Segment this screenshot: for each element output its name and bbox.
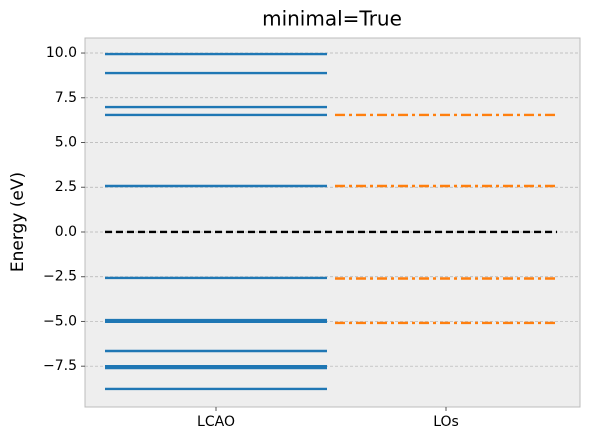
y-tick-label: 2.5 — [55, 179, 77, 195]
y-tick-label: 0.0 — [55, 224, 77, 240]
y-tick-label: 7.5 — [55, 90, 77, 106]
chart-title: minimal=True — [262, 7, 402, 31]
y-tick-label: −5.0 — [43, 313, 77, 329]
y-axis-label: Energy (eV) — [8, 172, 28, 272]
y-tick-label: 10.0 — [46, 45, 77, 61]
x-tick-label: LCAO — [197, 414, 235, 430]
x-tick-label: LOs — [433, 414, 459, 430]
plot-area — [84, 37, 581, 408]
y-tick-label: −7.5 — [43, 358, 77, 374]
y-tick-label: −2.5 — [43, 269, 77, 285]
y-tick-label: 5.0 — [55, 135, 77, 151]
